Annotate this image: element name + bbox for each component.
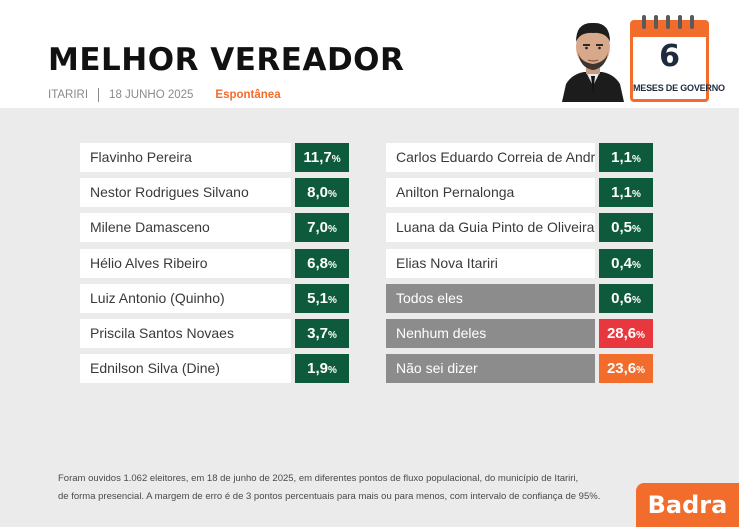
result-row: Nenhum deles 28,6% [386, 318, 653, 348]
result-row: Não sei dizer 23,6% [386, 354, 653, 384]
calendar-ring [678, 15, 682, 29]
percent-unit: % [636, 365, 646, 377]
percent-unit: % [327, 224, 337, 236]
percent-unit: % [327, 329, 337, 341]
option-name: Todos eles [386, 283, 595, 313]
calendar-ring [642, 15, 646, 29]
result-value: 7,0 [307, 219, 328, 237]
result-row: Luiz Antonio (Quinho) 5,1% [80, 283, 349, 313]
result-value-box: 28,6% [599, 318, 653, 348]
candidate-name: Elias Nova Itariri [386, 248, 595, 278]
result-row: Milene Damasceno 7,0% [80, 213, 349, 243]
percent-unit: % [636, 329, 646, 341]
candidate-name: Milene Damasceno [80, 213, 291, 243]
calendar-header-bar [633, 23, 706, 37]
percent-unit: % [631, 154, 641, 165]
percent-unit: % [631, 224, 641, 236]
percent-unit: % [327, 365, 337, 377]
subtitle-meta: ITARIRI 18 JUNHO 2025 Espontânea [48, 88, 281, 102]
result-value: 11,7 [303, 149, 332, 166]
right-results-column: Carlos Eduardo Correia de Andrade 1,1% A… [386, 143, 653, 389]
methodology-note: Foram ouvidos 1.062 eleitores, em 18 de … [58, 470, 600, 506]
option-name: Nenhum deles [386, 318, 595, 348]
result-row: Nestor Rodrigues Silvano 8,0% [80, 178, 349, 208]
city-label: ITARIRI [48, 89, 89, 101]
result-value: 0,5 [611, 219, 632, 237]
result-row: Flavinho Pereira 11,7% [80, 143, 349, 172]
calendar-number: 6 [659, 39, 680, 74]
percent-unit: % [331, 154, 341, 165]
candidate-name: Luiz Antonio (Quinho) [80, 283, 291, 313]
option-name: Não sei dizer [386, 354, 595, 384]
survey-type-tag: Espontânea [215, 89, 281, 101]
result-value-box: 7,0% [295, 213, 349, 243]
result-value: 5,1 [307, 289, 328, 307]
result-value-box: 3,7% [295, 318, 349, 348]
brand-logo: Badra [636, 483, 739, 527]
page-title: MELHOR VEREADOR [48, 42, 405, 78]
header: MELHOR VEREADOR ITARIRI 18 JUNHO 2025 Es… [0, 0, 739, 108]
date-label: 18 JUNHO 2025 [109, 89, 194, 101]
result-value-box: 1,1% [599, 143, 653, 172]
result-value-box: 1,9% [295, 354, 349, 384]
candidate-name: Hélio Alves Ribeiro [80, 248, 291, 278]
result-row: Hélio Alves Ribeiro 6,8% [80, 248, 349, 278]
result-row: Carlos Eduardo Correia de Andrade 1,1% [386, 143, 653, 172]
result-row: Luana da Guia Pinto de Oliveira 0,5% [386, 213, 653, 243]
result-value-box: 8,0% [295, 178, 349, 208]
percent-unit: % [631, 259, 641, 271]
candidate-name: Nestor Rodrigues Silvano [80, 178, 291, 208]
percent-unit: % [327, 259, 337, 271]
percent-unit: % [327, 189, 337, 201]
calendar-label: MESES DE GOVERNO [633, 83, 725, 93]
calendar-ring [690, 15, 694, 29]
result-row: Ednilson Silva (Dine) 1,9% [80, 354, 349, 384]
candidate-name: Carlos Eduardo Correia de Andrade [386, 143, 595, 172]
result-value: 3,7 [307, 324, 328, 342]
calendar-ring [654, 15, 658, 29]
footnote-line: de forma presencial. A margem de erro é … [58, 491, 601, 502]
percent-unit: % [327, 294, 337, 306]
result-value-box: 23,6% [599, 354, 653, 384]
result-value: 1,1 [611, 149, 632, 166]
result-value: 6,8 [307, 254, 328, 272]
result-value: 0,6 [611, 289, 632, 307]
result-row: Anilton Pernalonga 1,1% [386, 178, 653, 208]
left-results-column: Flavinho Pereira 11,7% Nestor Rodrigues … [80, 143, 349, 389]
mayor-portrait-icon [562, 22, 624, 102]
result-value-box: 5,1% [295, 283, 349, 313]
result-value: 23,6 [606, 360, 637, 378]
result-value: 28,6 [606, 324, 637, 342]
candidate-name: Anilton Pernalonga [386, 178, 595, 208]
percent-unit: % [631, 294, 641, 306]
candidate-name: Flavinho Pereira [80, 143, 291, 172]
result-value: 1,1 [611, 184, 632, 202]
result-value-box: 0,5% [599, 213, 653, 243]
result-value: 1,9 [307, 360, 328, 378]
result-value-box: 1,1% [599, 178, 653, 208]
result-value-box: 11,7% [295, 143, 349, 172]
result-row: Priscila Santos Novaes 3,7% [80, 318, 349, 348]
result-value-box: 0,6% [599, 283, 653, 313]
percent-unit: % [631, 189, 641, 201]
candidate-name: Ednilson Silva (Dine) [80, 354, 291, 384]
result-value: 0,4 [611, 254, 632, 272]
candidate-name: Luana da Guia Pinto de Oliveira [386, 213, 595, 243]
footnote-line: Foram ouvidos 1.062 eleitores, em 18 de … [58, 473, 579, 484]
candidate-name: Priscila Santos Novaes [80, 318, 291, 348]
calendar-icon: 6 MESES DE GOVERNO [630, 15, 725, 102]
calendar-ring [666, 15, 670, 29]
divider [98, 88, 100, 102]
result-row: Elias Nova Itariri 0,4% [386, 248, 653, 278]
result-value-box: 6,8% [295, 248, 349, 278]
result-row: Todos eles 0,6% [386, 283, 653, 313]
result-value: 8,0 [307, 184, 328, 202]
result-value-box: 0,4% [599, 248, 653, 278]
